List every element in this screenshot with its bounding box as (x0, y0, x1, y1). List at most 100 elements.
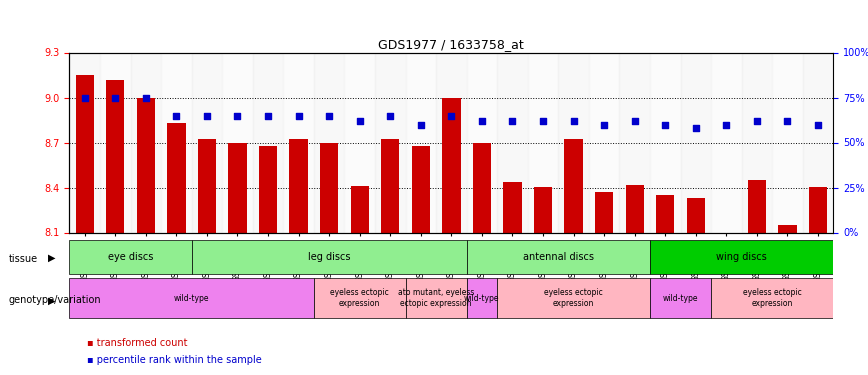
Point (108, 94, 122, 100)
FancyBboxPatch shape (69, 278, 314, 318)
Bar (314, 53, 345, 232)
FancyBboxPatch shape (711, 278, 833, 318)
Point (292, 112, 306, 118)
Point (322, 112, 336, 118)
Point (200, 112, 214, 118)
Bar (289, 140, 308, 232)
Bar (381, 140, 399, 232)
Text: tissue: tissue (9, 254, 38, 264)
FancyBboxPatch shape (314, 278, 405, 318)
Point (505, 118, 519, 124)
Point (811, 122, 825, 128)
Bar (69, 53, 100, 232)
Point (261, 112, 275, 118)
Bar (558, 53, 589, 232)
Bar (106, 80, 124, 232)
Bar (473, 142, 491, 232)
Point (231, 112, 245, 118)
Bar (809, 188, 827, 232)
Bar (741, 53, 773, 232)
Text: wild-type: wild-type (663, 294, 698, 303)
Bar (681, 53, 711, 232)
Text: ▪ percentile rank within the sample: ▪ percentile rank within the sample (87, 355, 261, 365)
FancyBboxPatch shape (650, 278, 711, 318)
Bar (528, 53, 558, 232)
Bar (626, 184, 644, 232)
Text: ato mutant, eyeless
ectopic expression: ato mutant, eyeless ectopic expression (398, 288, 474, 308)
FancyBboxPatch shape (467, 240, 650, 274)
Point (567, 118, 581, 124)
Bar (711, 53, 741, 232)
Bar (656, 195, 674, 232)
Text: wild-type: wild-type (174, 294, 209, 303)
Point (750, 118, 764, 124)
Text: ▶: ▶ (48, 296, 56, 306)
Bar (650, 53, 681, 232)
Bar (503, 182, 522, 232)
Text: genotype/variation: genotype/variation (9, 295, 102, 305)
Text: eyeless ectopic
expression: eyeless ectopic expression (544, 288, 603, 308)
Text: ▶: ▶ (48, 253, 56, 263)
Bar (620, 53, 650, 232)
Bar (192, 53, 222, 232)
Point (414, 122, 428, 128)
Bar (467, 53, 497, 232)
Bar (198, 140, 216, 232)
Bar (283, 53, 314, 232)
Bar (564, 140, 582, 232)
FancyBboxPatch shape (405, 278, 467, 318)
Point (628, 118, 641, 124)
Point (352, 118, 366, 124)
FancyBboxPatch shape (650, 240, 833, 274)
Text: eye discs: eye discs (108, 252, 154, 262)
Text: wild-type: wild-type (464, 294, 500, 303)
Point (689, 125, 703, 131)
Bar (320, 142, 339, 232)
Point (169, 112, 183, 118)
Bar (100, 53, 130, 232)
Bar (168, 123, 186, 232)
Point (658, 122, 672, 128)
FancyBboxPatch shape (192, 240, 467, 274)
Bar (589, 53, 620, 232)
Bar (259, 146, 277, 232)
Text: leg discs: leg discs (308, 252, 351, 262)
Bar (411, 146, 430, 232)
Point (597, 122, 611, 128)
Bar (803, 53, 833, 232)
Point (780, 118, 794, 124)
Point (139, 94, 153, 100)
FancyBboxPatch shape (69, 240, 192, 274)
Bar (136, 98, 155, 232)
Bar (442, 98, 461, 232)
Bar (351, 186, 369, 232)
Bar (345, 53, 375, 232)
FancyBboxPatch shape (497, 278, 650, 318)
Point (720, 122, 733, 128)
Bar (687, 198, 705, 232)
Bar (773, 53, 803, 232)
Point (444, 112, 458, 118)
Text: wing discs: wing discs (716, 252, 767, 262)
Text: eyeless ectopic
expression: eyeless ectopic expression (331, 288, 389, 308)
Bar (747, 180, 766, 232)
Text: antennal discs: antennal discs (523, 252, 594, 262)
Bar (779, 225, 797, 232)
FancyBboxPatch shape (467, 278, 497, 318)
Bar (497, 53, 528, 232)
Point (475, 118, 489, 124)
Bar (595, 192, 614, 232)
Text: ▪ transformed count: ▪ transformed count (87, 338, 187, 348)
Text: eyeless ectopic
expression: eyeless ectopic expression (743, 288, 801, 308)
Bar (228, 142, 247, 232)
Title: GDS1977 / 1633758_at: GDS1977 / 1633758_at (378, 38, 524, 51)
Bar (534, 188, 552, 232)
Bar (161, 53, 192, 232)
Point (536, 118, 550, 124)
Bar (436, 53, 467, 232)
Bar (405, 53, 436, 232)
Bar (375, 53, 405, 232)
Bar (130, 53, 161, 232)
Point (384, 112, 398, 118)
Bar (253, 53, 283, 232)
